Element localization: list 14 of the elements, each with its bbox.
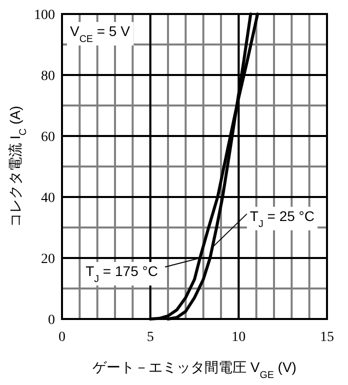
y-tick-label: 100 <box>34 8 55 23</box>
y-tick-label: 20 <box>41 252 55 267</box>
y-tick-label: 80 <box>41 69 55 84</box>
x-tick-label: 15 <box>320 330 334 345</box>
x-axis-title: ゲート－エミッタ間電圧 V$_{GE}$ (V) <box>92 359 296 380</box>
annotation: T$_{J}$ = 175 °C <box>86 263 158 284</box>
annotation: T$_{J}$ = 25 °C <box>250 208 315 230</box>
x-tick-label: 10 <box>232 330 246 345</box>
y-tick-label: 60 <box>41 130 55 145</box>
annotation: V$_{CE}$ = 5 V <box>70 23 131 44</box>
y-tick-label: 0 <box>48 313 55 328</box>
y-tick-label: 40 <box>41 191 55 206</box>
x-tick-label: 5 <box>146 330 154 345</box>
x-tick-label: 0 <box>58 330 66 345</box>
